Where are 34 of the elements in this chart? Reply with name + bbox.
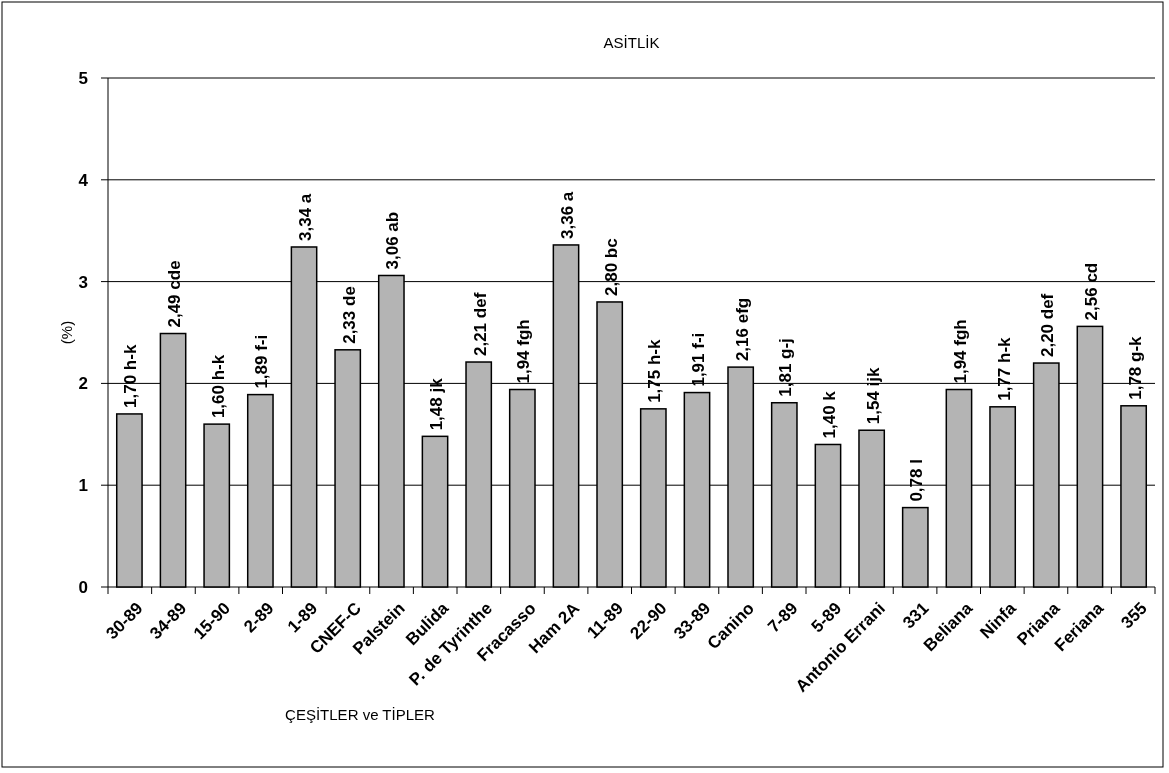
data-label: 1,40 k	[819, 390, 839, 439]
data-label: 1,48 jk	[427, 377, 447, 431]
data-label: 1,78 g-k	[1125, 335, 1145, 400]
data-label: 2,16 efg	[732, 297, 752, 362]
data-label: 2,20 def	[1038, 293, 1058, 358]
x-tick-label: 355	[1117, 598, 1151, 633]
data-label: 3,36 a	[558, 191, 578, 239]
data-label: 3,06 ab	[383, 211, 403, 270]
y-tick-label: 3	[78, 272, 88, 292]
data-label: 2,56 cd	[1081, 262, 1101, 321]
data-label: 1,89 f-i	[252, 334, 272, 389]
data-label: 3,34 a	[296, 193, 316, 241]
data-label: 1,94 fgh	[950, 319, 970, 384]
chart-title: ASİTLİK	[603, 34, 660, 51]
y-tick-label: 4	[78, 170, 89, 190]
data-label: 1,81 g-j	[776, 338, 796, 397]
y-tick-label: 5	[78, 68, 88, 88]
data-label: 1,77 h-k	[994, 336, 1014, 401]
data-label: 2,21 def	[470, 292, 490, 357]
y-tick-label: 0	[78, 577, 88, 597]
y-tick-label: 1	[78, 476, 88, 496]
data-label: 1,94 fgh	[514, 319, 534, 384]
data-label: 1,60 h-k	[208, 354, 228, 419]
data-label: 0,78 l	[907, 459, 927, 502]
data-label: 2,80 bc	[601, 238, 621, 296]
x-axis-title: ÇEŞİTLER ve TİPLER	[285, 706, 436, 723]
data-label: 2,49 cde	[165, 260, 185, 328]
data-label: 1,75 h-k	[645, 338, 665, 403]
data-label: 1,91 f-i	[688, 332, 708, 387]
data-label: 1,54 ijk	[863, 366, 883, 425]
data-label: 2,33 de	[339, 286, 359, 344]
y-axis-title: (%)	[58, 320, 75, 345]
data-label: 1,70 h-k	[121, 344, 141, 408]
y-tick-label: 2	[78, 374, 88, 394]
